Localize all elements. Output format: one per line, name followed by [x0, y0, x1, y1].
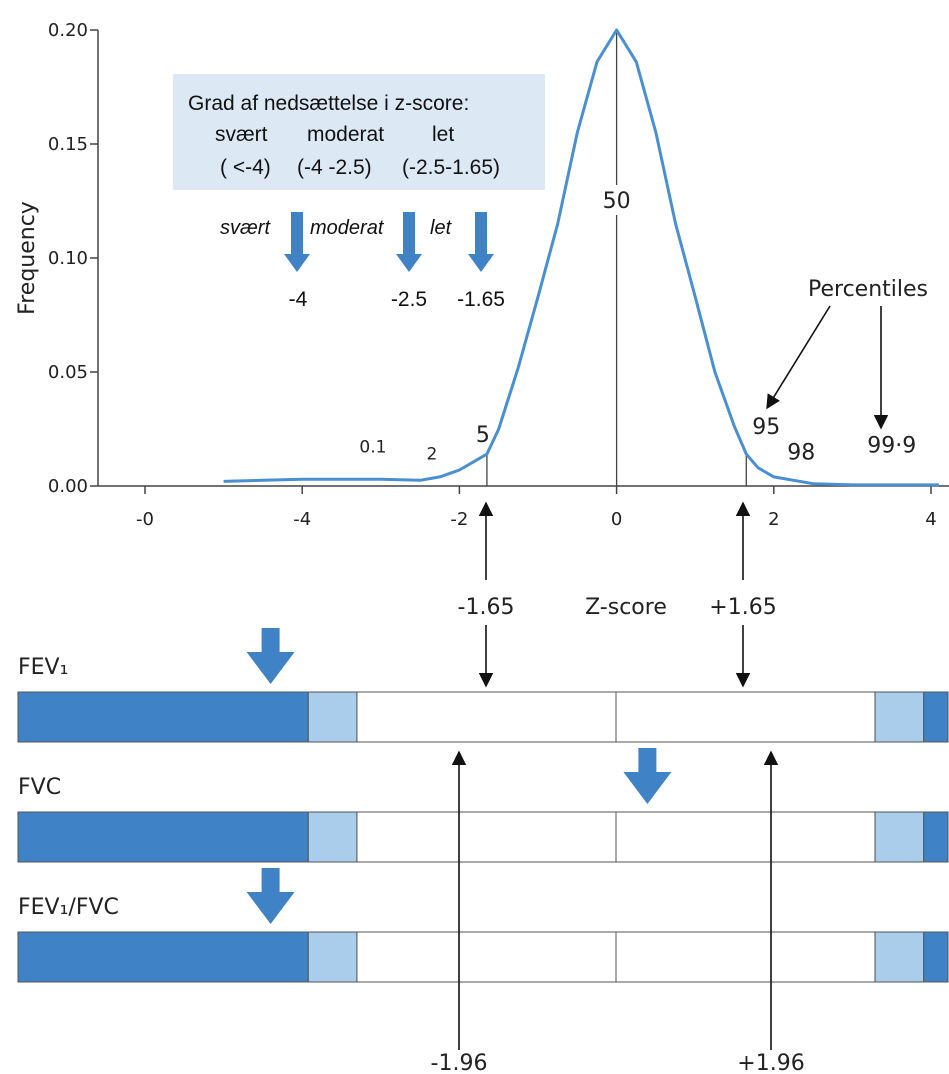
bar-segment-borderline-high: [874, 931, 925, 983]
x-tick-label: 2: [768, 509, 779, 530]
x-tick-label: -0: [136, 509, 154, 530]
percentile-label: 99·9: [867, 434, 916, 459]
severity-arrow-svaert: [284, 212, 310, 272]
x-tick-label: 0: [611, 509, 622, 530]
severity-value-let: -1.65: [457, 288, 505, 311]
percentile-label: 5: [476, 423, 490, 448]
y-tick-label: 0.00: [48, 476, 88, 497]
bar-segment-low: [17, 691, 309, 743]
percentile-label: 98: [787, 440, 815, 465]
bar-row: FEV₁/FVC: [17, 868, 949, 983]
severity-cat-moderat: moderat: [307, 123, 384, 146]
severity-arrow-moderat: [396, 212, 422, 272]
severity-range-let: (-2.5-1.65): [402, 156, 500, 179]
severity-value-moderat: -2.5: [391, 288, 427, 311]
bar-segment-high: [923, 931, 949, 983]
bar-segment-high: [923, 691, 949, 743]
severity-value-svaert: -4: [289, 288, 308, 311]
percentile-labels: 0.1 2 98 99·9: [359, 434, 916, 466]
x-axis-label: Z-score: [585, 595, 667, 620]
severity-arrow-let: [468, 212, 494, 272]
y-tick-label: 0.20: [48, 20, 88, 41]
x-ticks: -0 -4 -2 0 2 4: [136, 486, 937, 530]
severity-range-svaert: ( <-4): [220, 156, 271, 179]
y-tick-label: 0.15: [48, 134, 88, 155]
bar-label: FEV₁/FVC: [18, 895, 119, 920]
lln-upper-label: +1.96: [737, 1051, 804, 1074]
bar-segment-high: [923, 811, 949, 863]
severity-arrow-label-moderat: moderat: [310, 217, 385, 239]
severity-cat-svaert: svært: [215, 123, 268, 146]
percentile-label: 95: [752, 415, 780, 440]
lln-lower-label: -1.96: [431, 1051, 488, 1074]
x-tick-label: 4: [925, 509, 936, 530]
z-upper-label: +1.65: [709, 595, 776, 620]
percentile-lines: 5 50 95: [476, 30, 780, 486]
severity-box: Grad af nedsættelse i z-score: svært mod…: [173, 74, 545, 190]
bar-segment-borderline-low: [307, 811, 358, 863]
x-tick-label: -2: [450, 509, 468, 530]
bar-segment-low: [17, 811, 309, 863]
severity-arrows: svært -4 moderat -2.5 let -1.65: [220, 212, 505, 311]
percentiles-arrow-95: [766, 305, 831, 410]
z-lower-label: -1.65: [458, 595, 515, 620]
bar-segment-low: [17, 931, 309, 983]
percentiles-title: Percentiles: [808, 277, 928, 302]
bar-label: FVC: [18, 775, 61, 800]
percentile-label: 0.1: [359, 438, 386, 458]
result-arrow-icon: [623, 748, 672, 804]
severity-cat-let: let: [432, 123, 454, 146]
bar-segment-borderline-high: [874, 691, 925, 743]
severity-arrow-label-let: let: [430, 217, 453, 239]
bar-segment-borderline-low: [307, 931, 358, 983]
bar-segment-borderline-low: [307, 691, 358, 743]
severity-box-bg: [173, 74, 545, 190]
distribution-curve: [223, 28, 939, 487]
x-tick-label: -4: [293, 509, 311, 530]
spirometry-bars: FEV₁ FVC FEV₁/FVC: [17, 628, 949, 983]
result-arrow-icon: [246, 868, 295, 924]
result-arrow-icon: [246, 628, 295, 684]
bar-label: FEV₁: [18, 655, 68, 680]
severity-box-title: Grad af nedsættelse i z-score:: [188, 92, 469, 115]
severity-range-moderat: (-4 -2.5): [297, 156, 372, 179]
y-axis-label: Frequency: [15, 201, 40, 315]
y-tick-label: 0.05: [48, 362, 88, 383]
bar-segment-borderline-high: [874, 811, 925, 863]
lln-markers: -1.96 +1.96: [431, 750, 805, 1074]
z-score-markers: -1.65 Z-score +1.65: [458, 501, 777, 688]
bar-row: FEV₁: [17, 628, 949, 743]
percentile-label-50: 50: [603, 189, 631, 214]
percentiles-annotation: Percentiles: [766, 277, 928, 430]
percentile-label: 2: [426, 444, 437, 464]
y-ticks: 0.00 0.05 0.10 0.15 0.20: [48, 20, 98, 497]
y-tick-label: 0.10: [48, 248, 88, 269]
bar-row: FVC: [17, 748, 949, 863]
severity-arrow-label-svaert: svært: [220, 217, 271, 239]
